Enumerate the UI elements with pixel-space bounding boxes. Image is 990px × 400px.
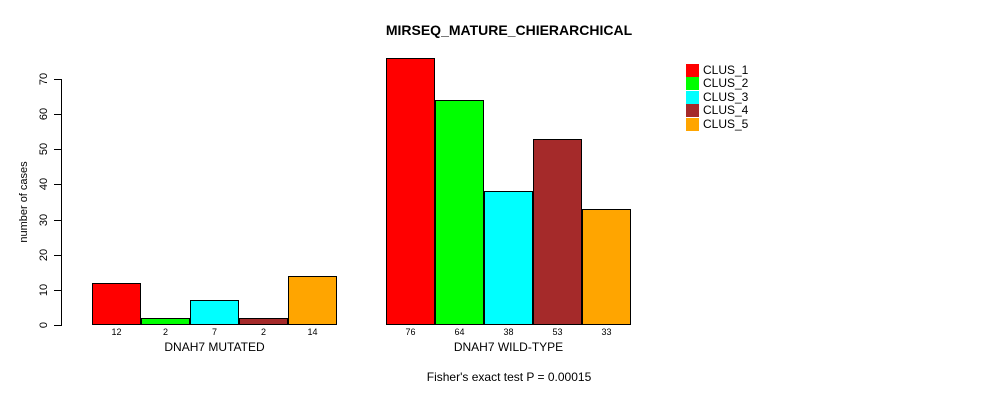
y-tick-label: 30 (38, 213, 50, 226)
bar-value-label: 2 (162, 327, 168, 337)
y-axis-title: number of cases (18, 161, 30, 243)
y-tick-label: 60 (38, 108, 50, 121)
y-tick-label: 20 (38, 248, 50, 261)
legend-swatch (686, 90, 699, 104)
y-tick (54, 254, 61, 256)
bar (386, 58, 435, 325)
y-tick (54, 79, 61, 80)
legend-swatch (686, 104, 699, 118)
y-tick (54, 219, 61, 221)
legend-swatch (686, 64, 699, 77)
y-tick (54, 184, 61, 186)
bar (533, 139, 582, 325)
bar-value-label: 76 (405, 327, 416, 337)
y-tick-label: 40 (38, 178, 50, 191)
legend-label: CLUS_5 (703, 116, 749, 131)
chart-title: MIRSEQ_MATURE_CHIERARCHICAL (385, 22, 633, 38)
bar (141, 318, 190, 325)
bar (484, 191, 533, 325)
legend-item: CLUS_4 (686, 103, 749, 118)
bar-value-label: 53 (552, 327, 563, 337)
bar (190, 300, 239, 325)
bar (92, 283, 141, 325)
legend-label: CLUS_3 (703, 89, 749, 104)
bar-value-label: 2 (260, 327, 266, 337)
bar (435, 100, 484, 325)
bar-value-label: 14 (307, 327, 318, 337)
legend-item: CLUS_3 (686, 89, 749, 104)
legend-swatch (686, 77, 699, 91)
annotation-text: Fisher's exact test P = 0.00015 (426, 370, 592, 384)
y-tick (54, 149, 61, 151)
y-tick-label: 50 (38, 143, 50, 156)
y-tick-label: 70 (38, 72, 50, 86)
y-tick-label: 0 (38, 321, 50, 329)
y-tick (54, 289, 61, 291)
y-tick-label: 10 (38, 283, 50, 296)
bar (239, 318, 288, 325)
group-label: DNAH7 MUTATED (164, 340, 265, 354)
y-axis-line (61, 79, 62, 326)
bar (288, 276, 337, 325)
legend: CLUS_1 CLUS_2 CLUS_3 CLUS_4 CLUS_5 (686, 64, 806, 144)
y-tick (54, 114, 61, 116)
y-tick (54, 325, 61, 326)
bar-value-label: 38 (503, 327, 514, 337)
group-label: DNAH7 WILD-TYPE (453, 340, 564, 354)
legend-item: CLUS_5 (686, 116, 749, 131)
bar-value-label: 64 (454, 327, 465, 337)
legend-item: CLUS_1 (686, 64, 748, 77)
bar-value-label: 33 (601, 327, 612, 337)
bar-value-label: 7 (211, 327, 217, 337)
legend-label: CLUS_4 (703, 103, 749, 118)
legend-label: CLUS_1 (703, 63, 749, 77)
legend-swatch (686, 117, 699, 131)
bar-value-label: 12 (111, 327, 122, 337)
legend-item: CLUS_2 (686, 76, 749, 91)
bar (582, 209, 631, 325)
legend-label: CLUS_2 (703, 76, 749, 91)
